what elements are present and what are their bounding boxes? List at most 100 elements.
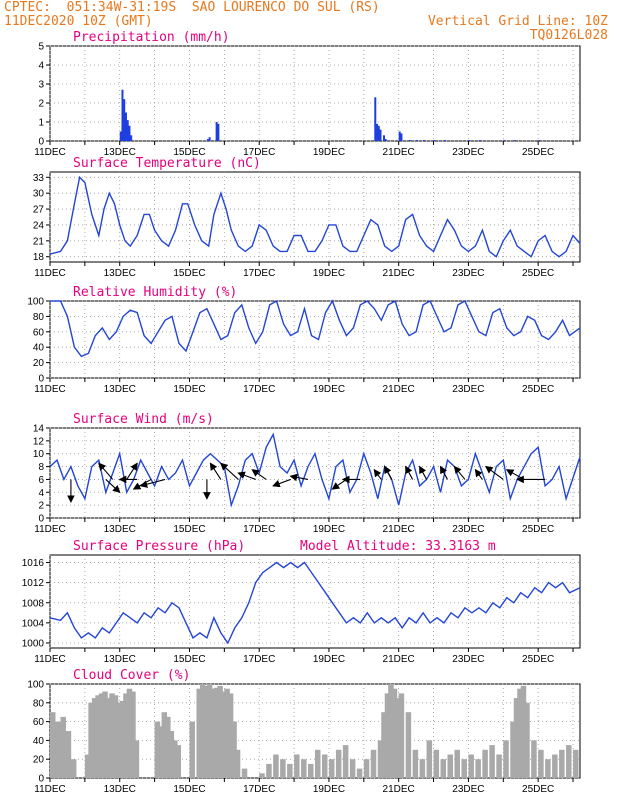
header-grid-note: Vertical Grid Line: 10Z bbox=[427, 14, 608, 29]
cloud-bar bbox=[70, 759, 77, 778]
precip-bar bbox=[384, 139, 387, 141]
cloud-bar bbox=[109, 693, 115, 778]
x-tick-label: 19DEC bbox=[313, 524, 345, 535]
y-tick-label: 20 bbox=[33, 755, 45, 766]
cloud-bar bbox=[545, 759, 551, 778]
cloud-bar bbox=[266, 763, 272, 778]
x-tick-label: 15DEC bbox=[173, 268, 205, 279]
cloud-bar bbox=[105, 698, 112, 778]
cloud-bar bbox=[227, 693, 234, 778]
x-tick-label: 15DEC bbox=[173, 147, 205, 158]
panel-title: Surface Wind (m/s) bbox=[73, 412, 214, 427]
y-tick-label: 1004 bbox=[22, 618, 45, 629]
panel-title: Cloud Cover (%) bbox=[73, 668, 190, 683]
y-tick-label: 60 bbox=[33, 327, 45, 338]
precip-bar bbox=[382, 135, 385, 141]
cloud-bar bbox=[433, 749, 440, 778]
cloud-bar bbox=[510, 721, 516, 778]
wind-arrow bbox=[237, 471, 256, 480]
cloud-bar bbox=[91, 698, 98, 778]
cloud-bar bbox=[412, 749, 419, 778]
wind-arrow bbox=[220, 462, 239, 480]
precip-bar bbox=[398, 131, 401, 141]
cloud-bar bbox=[496, 754, 502, 778]
y-tick-label: 30 bbox=[33, 189, 45, 200]
y-tick-label: 10 bbox=[33, 449, 45, 460]
y-tick-label: 1008 bbox=[22, 598, 45, 609]
x-tick-label: 25DEC bbox=[522, 384, 554, 395]
x-tick-label: 21DEC bbox=[383, 147, 415, 158]
y-tick-label: 0 bbox=[38, 374, 44, 385]
y-tick-label: 2 bbox=[38, 99, 44, 110]
y-tick-label: 80 bbox=[33, 698, 45, 709]
cloud-bar bbox=[363, 759, 370, 778]
cloud-bar bbox=[165, 716, 171, 778]
cloud-bar bbox=[566, 745, 572, 778]
x-tick-label: 13DEC bbox=[104, 384, 136, 395]
wind-arrow bbox=[484, 465, 504, 480]
x-tick-label: 11DEC bbox=[34, 384, 66, 395]
precip-bar bbox=[123, 99, 126, 141]
panel-title: Surface Temperature (nC) bbox=[73, 156, 261, 171]
x-tick-label: 13DEC bbox=[104, 654, 136, 665]
cloud-bar bbox=[130, 691, 136, 778]
cloud-bar bbox=[220, 691, 227, 778]
wind-arrow bbox=[331, 478, 347, 490]
wind-arrow bbox=[474, 468, 483, 480]
precip-bar bbox=[416, 140, 419, 141]
cloud-bar bbox=[377, 740, 384, 778]
precip-bar bbox=[423, 140, 426, 141]
wind-arrow bbox=[405, 465, 414, 480]
cloud-bar bbox=[294, 754, 300, 778]
wind-arrow bbox=[373, 468, 382, 480]
x-tick-label: 17DEC bbox=[243, 268, 275, 279]
series-line bbox=[49, 561, 581, 645]
cloud-bar bbox=[559, 749, 565, 778]
y-tick-label: 20 bbox=[33, 358, 45, 369]
cloud-bar bbox=[98, 693, 105, 778]
y-tick-label: 3 bbox=[38, 80, 44, 91]
x-tick-label: 23DEC bbox=[452, 268, 484, 279]
precip-bar bbox=[374, 97, 377, 141]
cloud-bar bbox=[231, 721, 237, 778]
precip-bar bbox=[215, 122, 218, 141]
y-tick-label: 100 bbox=[27, 297, 44, 308]
cloud-bar bbox=[158, 726, 164, 778]
cloud-bar bbox=[280, 759, 286, 778]
precip-bar bbox=[409, 140, 412, 141]
precip-bar bbox=[376, 123, 379, 141]
precip-bar bbox=[217, 123, 220, 141]
y-tick-label: 33 bbox=[33, 173, 45, 184]
x-tick-label: 17DEC bbox=[243, 654, 275, 665]
cloud-bar bbox=[65, 731, 72, 778]
panel-title: Surface Pressure (hPa) bbox=[73, 539, 245, 554]
cloud-bar bbox=[189, 721, 195, 778]
cloud-bar bbox=[112, 695, 119, 778]
panel-frame bbox=[49, 427, 581, 519]
cloud-bar bbox=[573, 749, 579, 778]
panel-title: Relative Humidity (%) bbox=[73, 285, 237, 300]
wind-arrow bbox=[209, 462, 222, 480]
cloud-bar bbox=[370, 749, 377, 778]
cloud-bar bbox=[395, 698, 401, 778]
cloud-bar bbox=[102, 691, 108, 778]
cloud-bar bbox=[308, 763, 314, 778]
cloud-bar bbox=[203, 685, 209, 778]
wind-arrow bbox=[251, 469, 267, 480]
cloud-bar bbox=[315, 749, 321, 778]
x-tick-label: 13DEC bbox=[104, 784, 136, 795]
cloud-bar bbox=[321, 754, 328, 778]
y-tick-label: 0 bbox=[38, 137, 44, 148]
y-tick-label: 40 bbox=[33, 343, 45, 354]
y-tick-label: 1 bbox=[38, 118, 44, 129]
precip-bar bbox=[444, 140, 447, 141]
precip-bar bbox=[121, 89, 124, 141]
y-tick-label: 8 bbox=[38, 462, 44, 473]
cloud-bar bbox=[301, 759, 307, 778]
y-tick-label: 1012 bbox=[22, 578, 45, 589]
header-line1: CPTEC: 051:34W-31:19S SAO LOURENCO DO SU… bbox=[4, 0, 380, 15]
series-line bbox=[49, 175, 581, 258]
wind-arrow bbox=[126, 462, 138, 480]
cloud-bar bbox=[517, 688, 523, 778]
